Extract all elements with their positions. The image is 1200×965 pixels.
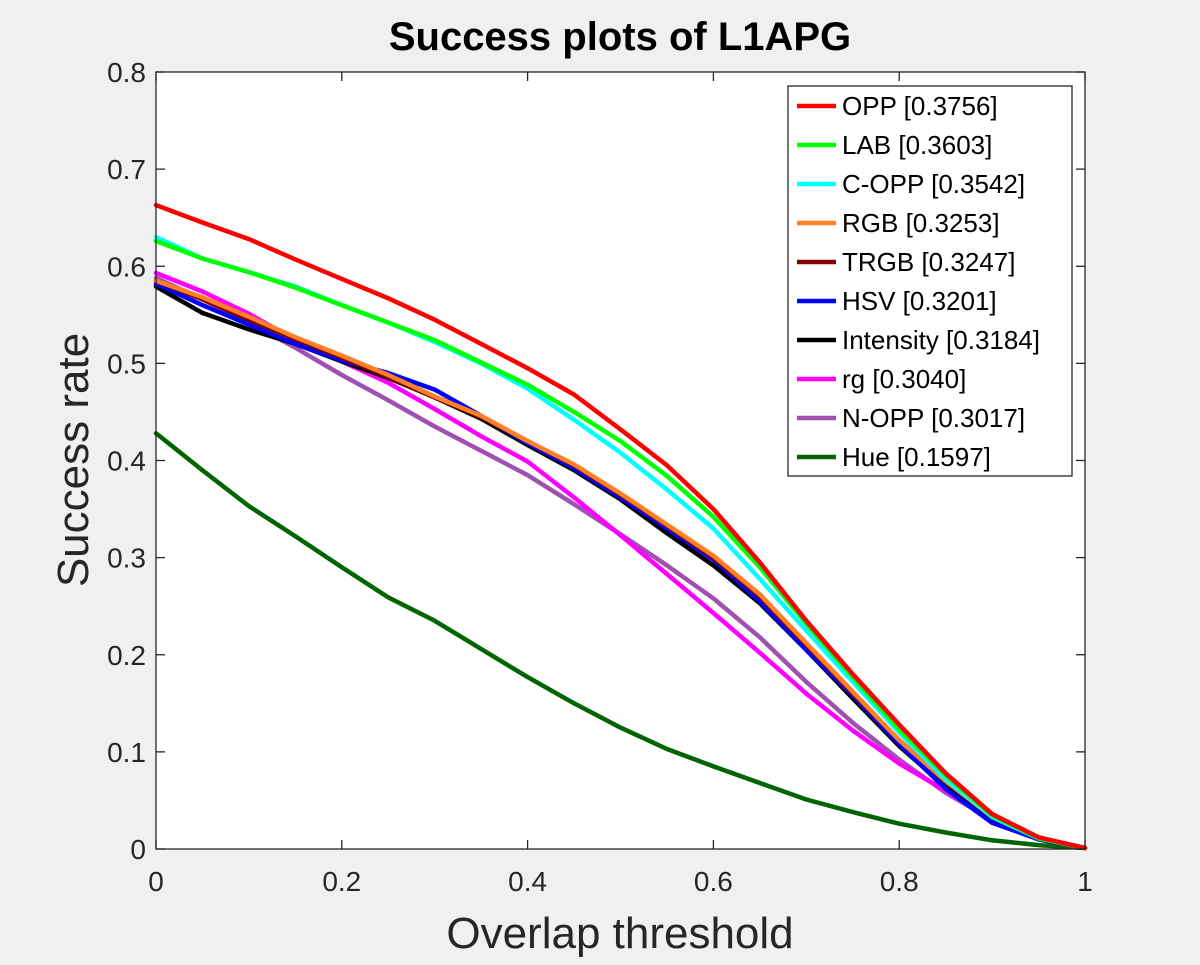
- y-tick-label: 0.1: [107, 737, 146, 768]
- legend-label: N-OPP [0.3017]: [842, 403, 1025, 433]
- axis-ticks: 0 0.2 0.4 0.6 0.8 1 0 0.1 0.2 0.3 0.4 0.5 0.6 0.7 0.8: [107, 57, 1093, 897]
- legend-label: TRGB [0.3247]: [842, 247, 1015, 277]
- x-tick-label: 0: [148, 866, 164, 897]
- y-tick-label: 0.6: [107, 251, 146, 282]
- series-line-0: [153, 202, 1088, 851]
- y-axis-title: Success rate: [49, 333, 98, 587]
- y-tick-label: 0.8: [107, 57, 146, 88]
- x-tick-label: 0.4: [508, 866, 547, 897]
- x-axis-title: Overlap threshold: [446, 909, 793, 958]
- series-lines: [153, 202, 1088, 851]
- legend-label: OPP [0.3756]: [842, 91, 998, 121]
- series-line-5: [153, 281, 1088, 851]
- legend-label: LAB [0.3603]: [842, 130, 992, 160]
- series-line-3: [153, 278, 1088, 851]
- legend-label: RGB [0.3253]: [842, 208, 1000, 238]
- y-tick-label: 0.3: [107, 543, 146, 574]
- y-tick-label: 0.4: [107, 446, 146, 477]
- legend-label: Hue [0.1597]: [842, 442, 991, 472]
- legend: OPP [0.3756] LAB [0.3603] C-OPP [0.3542] RG…: [787, 85, 1073, 477]
- legend-label: Intensity [0.3184]: [842, 325, 1040, 355]
- x-tick-label: 0.6: [694, 866, 733, 897]
- legend-label: rg [0.3040]: [842, 364, 966, 394]
- x-tick-label: 0.2: [322, 866, 361, 897]
- x-tick-label: 1: [1077, 866, 1093, 897]
- legend-label: HSV [0.3201]: [842, 286, 997, 316]
- y-tick-label: 0.5: [107, 348, 146, 379]
- chart-title: Success plots of L1APG: [389, 15, 851, 59]
- series-line-9: [153, 431, 1088, 851]
- legend-label: C-OPP [0.3542]: [842, 169, 1025, 199]
- y-tick-label: 0: [130, 834, 146, 865]
- y-tick-label: 0.7: [107, 154, 146, 185]
- legend-items: OPP [0.3756] LAB [0.3603] C-OPP [0.3542] RG…: [797, 91, 1040, 472]
- legend-box: [787, 85, 1073, 477]
- y-tick-label: 0.2: [107, 640, 146, 671]
- x-tick-label: 0.8: [880, 866, 919, 897]
